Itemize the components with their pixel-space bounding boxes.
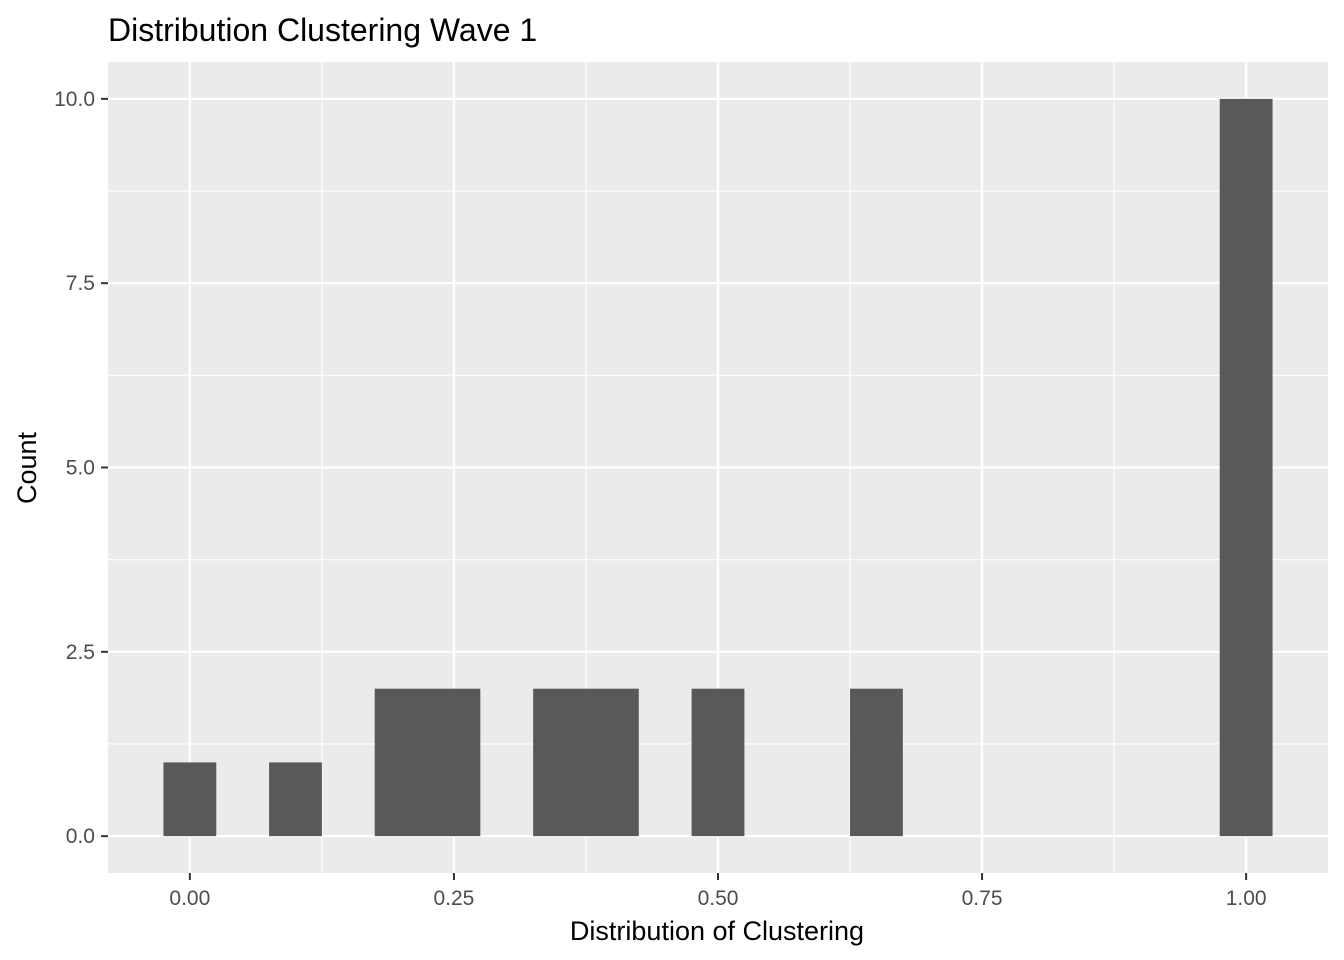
bars	[163, 98, 1273, 837]
y-tick-label: 0.0	[66, 825, 95, 848]
y-tick-label: 5.0	[66, 457, 95, 480]
x-tick-label: 0.00	[169, 887, 210, 910]
y-tick-label: 2.5	[66, 641, 95, 664]
x-tick-label: 1.00	[1226, 887, 1267, 910]
x-axis-title: Distribution of Clustering	[570, 916, 864, 946]
histogram-bar	[374, 688, 481, 837]
y-axis: 0.0 2.5 5.0 7.5 10.0	[54, 88, 108, 848]
histogram-bar	[269, 762, 322, 837]
x-tick-label: 0.25	[433, 887, 474, 910]
histogram-bar	[533, 688, 639, 837]
x-tick-label: 0.75	[962, 887, 1003, 910]
histogram-bar	[850, 688, 903, 837]
histogram-bar	[1219, 98, 1273, 837]
y-axis-title: Count	[12, 431, 42, 504]
x-tick-label: 0.50	[698, 887, 739, 910]
x-axis: 0.00 0.25 0.50 0.75 1.00	[169, 873, 1267, 910]
chart-title: Distribution Clustering Wave 1	[108, 12, 537, 48]
y-tick-label: 10.0	[54, 88, 95, 111]
histogram-bar	[163, 762, 217, 837]
histogram-bar	[691, 688, 745, 837]
y-tick-label: 7.5	[66, 272, 95, 295]
